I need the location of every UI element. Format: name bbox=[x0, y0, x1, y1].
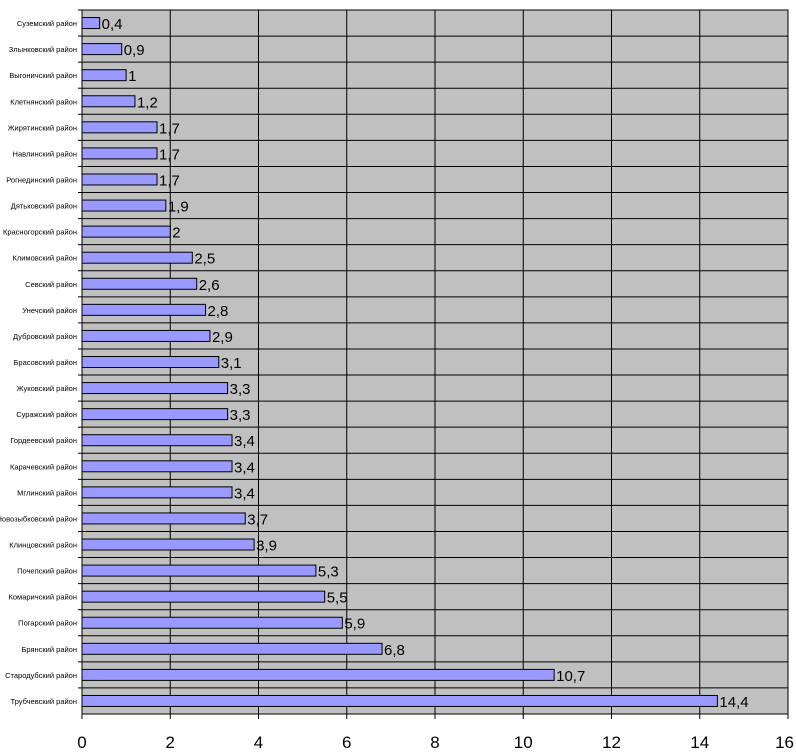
value-labels: 0,40,911,21,71,71,71,922,52,62,82,93,13,… bbox=[102, 16, 749, 711]
bar bbox=[81, 564, 317, 577]
x-tick-label: 2 bbox=[166, 733, 175, 752]
bar bbox=[81, 173, 158, 186]
category-label: Трубчевский район bbox=[11, 697, 77, 706]
bar bbox=[81, 408, 229, 421]
data-label: 0,9 bbox=[124, 42, 145, 59]
category-label: Рогнединский район bbox=[6, 175, 77, 184]
data-label: 3,9 bbox=[256, 538, 277, 555]
data-label: 3,3 bbox=[230, 407, 251, 424]
x-tick-label: 14 bbox=[690, 733, 709, 752]
data-label: 3,7 bbox=[247, 511, 268, 528]
category-label: Стародубский район bbox=[5, 671, 77, 680]
category-label: Мглинский район bbox=[17, 488, 77, 497]
category-label: Злынковский район bbox=[9, 45, 77, 54]
bar bbox=[81, 17, 101, 30]
category-label: Клинцовский район bbox=[9, 541, 77, 550]
bar bbox=[81, 460, 233, 473]
bar bbox=[81, 95, 136, 108]
data-label: 10,7 bbox=[556, 668, 585, 685]
category-label: Жуковский район bbox=[17, 384, 77, 393]
bar bbox=[81, 329, 211, 342]
bar bbox=[81, 616, 343, 629]
data-label: 6,8 bbox=[384, 642, 405, 659]
category-labels: Суземский район Злынковский район Выгоничс… bbox=[0, 9, 82, 706]
data-label: 1,7 bbox=[159, 120, 180, 137]
data-label: 5,3 bbox=[318, 564, 339, 581]
data-label: 1,9 bbox=[168, 199, 189, 216]
data-label: 14,4 bbox=[719, 694, 748, 711]
bar bbox=[81, 642, 383, 655]
bar bbox=[81, 147, 158, 160]
category-label: Карачевский район bbox=[10, 462, 77, 471]
bar bbox=[81, 668, 555, 681]
bar bbox=[81, 694, 718, 707]
x-axis: 0 2 4 6 8 10 12 14 16 bbox=[77, 714, 794, 752]
category-label: Комаричский район bbox=[9, 593, 77, 602]
category-label: Севский район bbox=[25, 280, 77, 289]
x-tick-label: 8 bbox=[430, 733, 439, 752]
category-label: Клетнянский район bbox=[10, 97, 77, 106]
category-label: Погарский район bbox=[18, 619, 77, 628]
category-label: Выгоничский район bbox=[9, 71, 77, 80]
bar bbox=[81, 69, 127, 82]
bar bbox=[81, 277, 198, 290]
category-label: Навлинский район bbox=[13, 149, 77, 158]
category-label: Брасовский район bbox=[13, 358, 77, 367]
category-label: Дятьковский район bbox=[11, 202, 77, 211]
data-label: 1,2 bbox=[137, 94, 158, 111]
category-label: Гордеевский район bbox=[10, 436, 77, 445]
bar bbox=[81, 251, 193, 264]
data-label: 1,7 bbox=[159, 172, 180, 189]
category-label: Брянский район bbox=[21, 645, 77, 654]
bar bbox=[81, 199, 167, 212]
data-label: 0,4 bbox=[102, 16, 123, 33]
data-label: 3,4 bbox=[234, 485, 255, 502]
data-label: 5,5 bbox=[327, 590, 348, 607]
data-label: 3,4 bbox=[234, 433, 255, 450]
data-label: 3,1 bbox=[221, 355, 242, 372]
data-label: 2,8 bbox=[208, 303, 229, 320]
category-label: Дубровский район bbox=[13, 332, 77, 341]
x-tick-label: 16 bbox=[775, 733, 794, 752]
data-label: 5,9 bbox=[344, 616, 365, 633]
data-label: 3,4 bbox=[234, 459, 255, 476]
category-label: Новозыбковский район bbox=[0, 514, 77, 523]
x-tick-label: 0 bbox=[77, 733, 86, 752]
bar bbox=[81, 434, 233, 447]
category-label: Климовский район bbox=[12, 254, 77, 263]
bar bbox=[81, 382, 229, 395]
bar bbox=[81, 225, 171, 238]
category-label: Суземский район bbox=[17, 19, 77, 28]
bar bbox=[81, 43, 123, 56]
bar bbox=[81, 590, 326, 603]
data-label: 1 bbox=[128, 68, 136, 85]
x-tick-label: 12 bbox=[602, 733, 621, 752]
x-tick-label: 6 bbox=[342, 733, 351, 752]
data-label: 2 bbox=[172, 225, 180, 242]
bar bbox=[81, 303, 207, 316]
bars bbox=[81, 17, 718, 707]
category-label: Красногорский район bbox=[3, 228, 77, 237]
data-label: 2,9 bbox=[212, 329, 233, 346]
bar bbox=[81, 538, 255, 551]
data-label: 1,7 bbox=[159, 146, 180, 163]
category-label: Суражский район bbox=[16, 410, 77, 419]
bar bbox=[81, 121, 158, 134]
category-label: Унечский район bbox=[22, 306, 77, 315]
category-label: Почепский район bbox=[17, 567, 77, 576]
data-label: 3,3 bbox=[230, 381, 251, 398]
category-label: Жирятинский район bbox=[8, 123, 77, 132]
x-tick-label: 10 bbox=[514, 733, 533, 752]
x-tick-label: 4 bbox=[254, 733, 263, 752]
bar bbox=[81, 486, 233, 499]
bar bbox=[81, 356, 220, 368]
bar bbox=[81, 512, 246, 525]
data-label: 2,6 bbox=[199, 277, 220, 294]
data-label: 2,5 bbox=[194, 251, 215, 268]
